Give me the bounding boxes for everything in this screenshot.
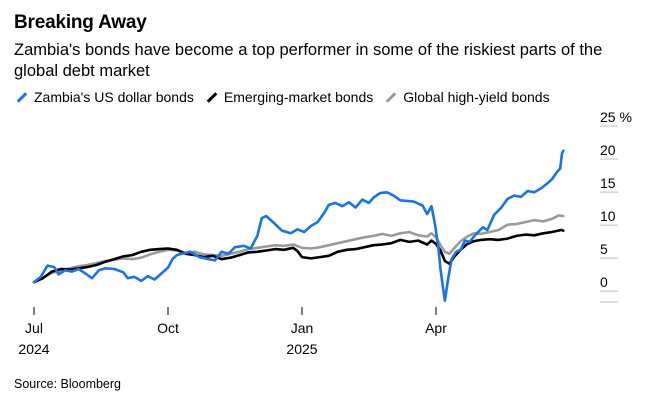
y-tick-label-25: 25 % <box>600 109 632 125</box>
x-tick-label-jan: Jan <box>291 320 314 336</box>
series-line-em <box>32 228 565 284</box>
y-tick-label-0: 0 <box>600 274 608 290</box>
y-tick-label-15: 15 <box>600 175 616 191</box>
x-tick-sublabel-2025: 2025 <box>286 341 317 357</box>
series-line-hy <box>32 214 565 284</box>
legend-label-em: Emerging-market bonds <box>223 89 374 105</box>
x-tick-label-jul: Jul <box>25 320 43 336</box>
legend-label-zambia: Zambia's US dollar bonds <box>34 89 194 105</box>
x-tick-sublabel-2024: 2024 <box>18 341 49 357</box>
y-tick-label-20: 20 <box>600 142 616 158</box>
source-note: Source: Bloomberg <box>14 377 122 391</box>
x-tick-label-oct: Oct <box>157 320 179 336</box>
legend-item-hy: Global high-yield bonds <box>383 89 550 105</box>
legend-item-em: Emerging-market bonds <box>204 89 373 105</box>
legend: Zambia's US dollar bonds Emerging-market… <box>14 89 560 105</box>
y-tick-label-5: 5 <box>600 241 608 257</box>
legend-label-hy: Global high-yield bonds <box>403 89 550 105</box>
series-line-zambia <box>32 149 565 302</box>
x-tick-label-apr: Apr <box>425 320 447 336</box>
chart-subtitle: Zambia's bonds have become a top perform… <box>14 41 603 80</box>
legend-item-zambia: Zambia's US dollar bonds <box>14 89 194 105</box>
chart-title: Breaking Away <box>14 12 147 33</box>
y-tick-label-10: 10 <box>600 208 616 224</box>
